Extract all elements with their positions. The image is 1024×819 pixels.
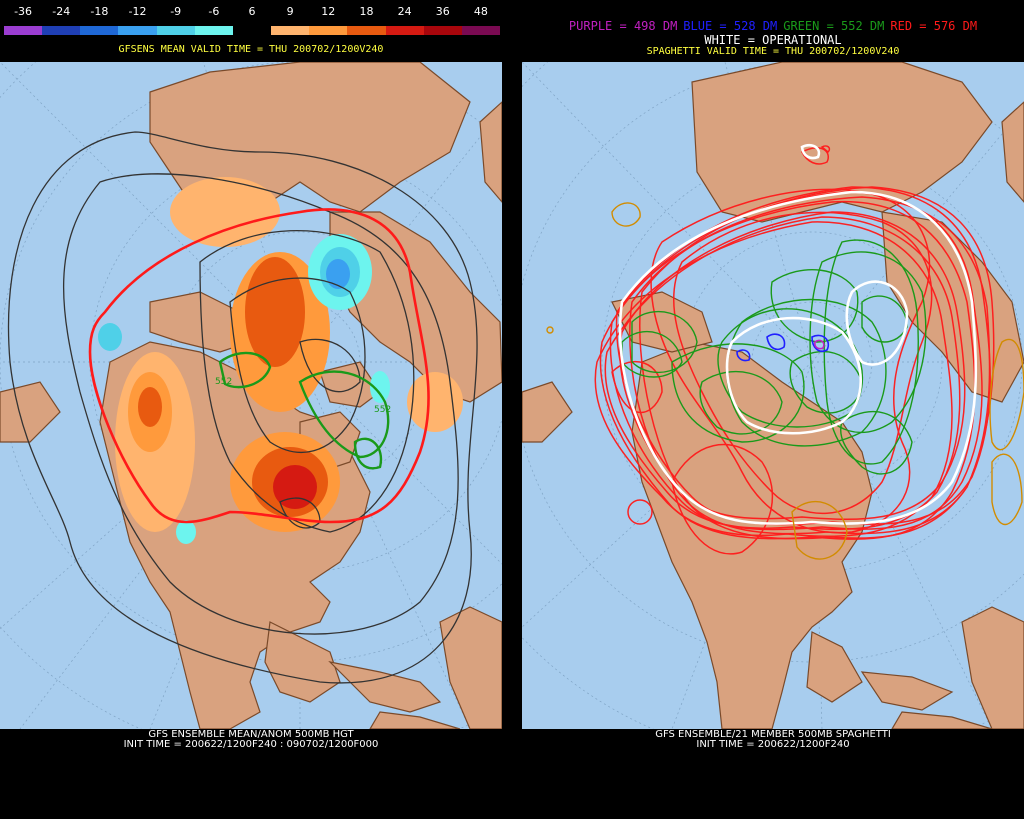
scale-swatch	[461, 26, 501, 35]
contour-label-552-a: 552	[215, 377, 232, 387]
scale-swatch	[271, 26, 310, 35]
scale-tick-label: 6	[248, 5, 256, 18]
panel-divider	[502, 0, 522, 819]
scale-color-bar	[4, 26, 501, 35]
spaghetti-legend: PURPLE = 498 DM BLUE = 528 DM GREEN = 552 …	[522, 20, 1024, 32]
mean-anomaly-map: 552 552	[0, 62, 502, 729]
scale-tick-label: -12	[128, 5, 147, 18]
scale-swatch	[232, 26, 272, 35]
mean-footer-title: GFS ENSEMBLE MEAN/ANOM 500MB HGT	[148, 729, 354, 740]
scale-tick-label: -9	[170, 5, 182, 18]
height-contours	[7, 131, 478, 684]
scale-tick-label: -18	[90, 5, 109, 18]
scale-tick-label: -6	[208, 5, 220, 18]
spaghetti-map	[522, 62, 1024, 729]
red-576-contour	[88, 208, 430, 524]
scale-swatch	[423, 26, 462, 35]
gold-extra-contours	[546, 202, 1024, 560]
scale-tick-labels: -36 -24 -18 -12 -9 -6 6 9 12 18 24 36 48	[4, 2, 500, 20]
scale-swatch	[309, 26, 348, 35]
spaghetti-panel: PURPLE = 498 DM BLUE = 528 DM GREEN = 552 …	[522, 0, 1024, 819]
purple-498-spaghetti	[814, 339, 825, 350]
legend-green: GREEN = 552 DM	[783, 19, 885, 33]
spaghetti-footer-init-time: INIT TIME = 200622/1200F240	[696, 739, 850, 750]
white-operational-contours	[618, 143, 978, 525]
scale-swatch	[42, 26, 81, 35]
scale-tick-label: 36	[435, 5, 450, 18]
scale-tick-label: 18	[359, 5, 374, 18]
scale-tick-label: -24	[52, 5, 71, 18]
scale-tick-label: 24	[397, 5, 412, 18]
legend-red: RED = 576 DM	[890, 19, 978, 33]
scale-swatch	[385, 26, 424, 35]
legend-white: WHITE = OPERATIONAL	[704, 33, 842, 47]
scale-swatch	[156, 26, 195, 35]
spaghetti-footer-title: GFS ENSEMBLE/21 MEMBER 500MB SPAGHETTI	[655, 729, 891, 740]
scale-tick-label: 9	[286, 5, 294, 18]
mean-footer-init-time: INIT TIME = 200622/1200F240 : 090702/120…	[123, 739, 379, 750]
legend-blue: BLUE = 528 DM	[683, 19, 778, 33]
scale-swatch	[347, 26, 386, 35]
red-576-spaghetti	[594, 145, 995, 555]
mean-valid-time: GFSENS MEAN VALID TIME = THU 200702/1200…	[118, 44, 384, 55]
green-552-contours	[218, 351, 390, 470]
ensemble-mean-anomaly-panel: -36 -24 -18 -12 -9 -6 6 9 12 18 24 36 48 GFSENS MEAN…	[0, 0, 502, 819]
anomaly-shading	[98, 177, 463, 544]
scale-tick-label: 12	[321, 5, 336, 18]
legend-purple: PURPLE = 498 DM	[568, 19, 678, 33]
spaghetti-valid-time: SPAGHETTI VALID TIME = THU 200702/1200V2…	[646, 46, 900, 57]
scale-tick-label: -36	[14, 5, 33, 18]
blue-528-spaghetti	[736, 333, 830, 362]
scale-swatch	[80, 26, 119, 35]
scale-swatch	[4, 26, 43, 35]
contour-label-552-b: 552	[374, 405, 391, 415]
scale-swatch	[194, 26, 233, 35]
scale-swatch	[118, 26, 157, 35]
scale-tick-label: 48	[473, 5, 488, 18]
anomaly-color-scale: -36 -24 -18 -12 -9 -6 6 9 12 18 24 36 48	[4, 2, 501, 36]
